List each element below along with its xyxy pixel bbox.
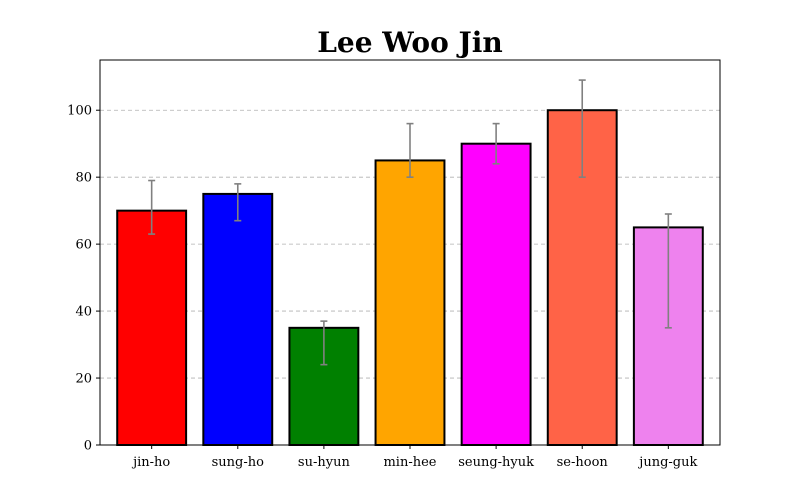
bar-jin-ho — [117, 211, 186, 445]
y-tick-label: 0 — [84, 439, 92, 454]
x-tick-label: jin-ho — [131, 455, 170, 470]
x-tick-label: min-hee — [383, 455, 436, 470]
y-tick-label: 20 — [75, 372, 92, 387]
y-axis: 0 20 40 60 80 100 — [67, 104, 100, 454]
x-tick-label: sung-ho — [212, 455, 265, 470]
y-tick-label: 40 — [75, 305, 92, 320]
y-tick-label: 80 — [75, 171, 92, 186]
x-tick-label: seung-hyuk — [458, 455, 534, 470]
bar-min-hee — [376, 160, 445, 445]
x-axis: jin-ho sung-ho su-hyun min-hee seung-hyuk se-… — [131, 445, 697, 470]
x-tick-label: su-hyun — [298, 455, 351, 470]
bar-sung-ho — [203, 194, 272, 445]
x-tick-label: jung-guk — [637, 455, 697, 470]
x-tick-label: se-hoon — [557, 455, 609, 470]
chart-title: Lee Woo Jin — [317, 26, 503, 59]
y-tick-label: 60 — [75, 238, 92, 253]
bar-seung-hyuk — [462, 144, 531, 445]
y-tick-label: 100 — [67, 104, 92, 119]
